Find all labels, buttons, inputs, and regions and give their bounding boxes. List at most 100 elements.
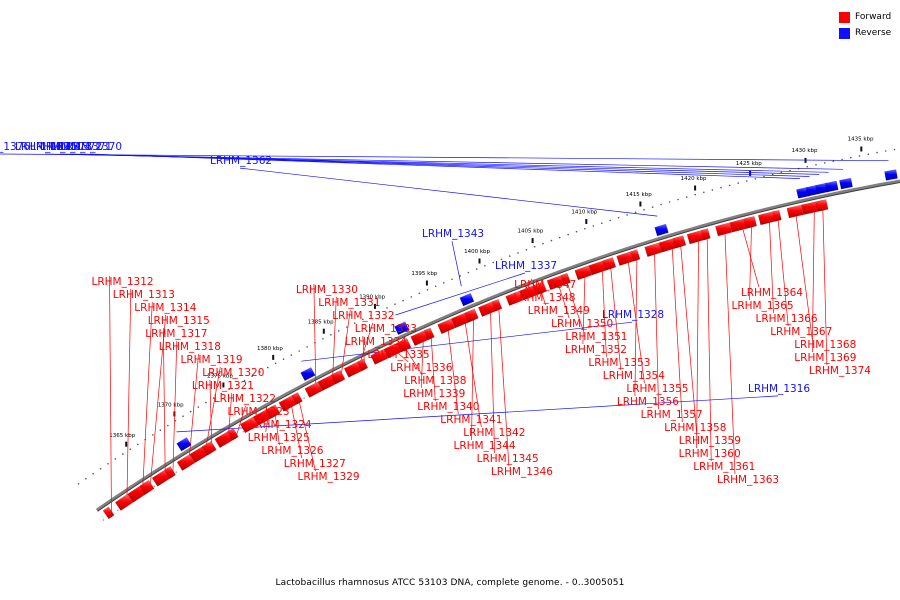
gene-label-forward: LRHM_1369 — [794, 352, 856, 364]
gene-label-reverse: LRHM_1343 — [422, 228, 484, 240]
forward-swatch — [839, 11, 850, 23]
scale-label: 1395 kbp — [411, 271, 437, 277]
gene-label-forward: LRHM_1338 — [404, 375, 466, 387]
gene-label-forward: LRHM_1336 — [390, 362, 452, 374]
forward-gene[interactable] — [700, 228, 711, 241]
forward-gene[interactable] — [330, 370, 346, 385]
forward-gene[interactable] — [164, 466, 176, 479]
forward-gene[interactable] — [397, 338, 412, 353]
scale-label: 1415 kbp — [626, 192, 652, 198]
gene-label-reverse: LRHM_1328 — [602, 309, 664, 321]
forward-gene[interactable] — [102, 506, 115, 520]
gene-label-forward: LRHM_1320 — [202, 367, 264, 379]
gene-label-forward: LRHM_1341 — [440, 414, 502, 426]
gene-label-reverse: LRHM_1372 — [40, 141, 102, 153]
gene-label-forward: LRHM_1357 — [641, 409, 703, 421]
forward-gene[interactable] — [505, 290, 524, 306]
forward-gene[interactable] — [715, 222, 733, 237]
forward-gene[interactable] — [464, 308, 479, 323]
forward-gene[interactable] — [602, 257, 617, 271]
scale-label: 1385 kbp — [308, 320, 334, 326]
forward-gene[interactable] — [672, 235, 687, 249]
forward-gene[interactable] — [491, 298, 503, 312]
gene-label-reverse: LRHM_1375 — [15, 141, 77, 153]
forward-gene[interactable] — [772, 209, 782, 222]
scale-label: 1400 kbp — [464, 249, 490, 255]
gene-label-forward: LRHM_1363 — [717, 474, 779, 486]
gene-label-forward: LRHM_1347 — [514, 279, 576, 291]
gene-label-forward: LRHM_1314 — [134, 302, 196, 314]
reverse-gene[interactable] — [839, 177, 853, 190]
forward-gene[interactable] — [815, 199, 829, 212]
forward-gene[interactable] — [370, 348, 389, 365]
forward-gene[interactable] — [644, 242, 662, 257]
gene-label-reverse: LRHM_1337 — [495, 260, 557, 272]
forward-gene[interactable] — [423, 327, 435, 341]
reverse-gene[interactable] — [459, 292, 475, 307]
forward-gene[interactable] — [630, 249, 641, 262]
gene-label-forward: LRHM_1315 — [148, 315, 210, 327]
gene-label-forward: LRHM_1339 — [403, 388, 465, 400]
gene-label-forward: LRHM_1313 — [113, 289, 175, 301]
gene-label-forward: LRHM_1312 — [92, 276, 154, 288]
gene-label-reverse: LRHM_1376 — [0, 141, 30, 153]
gene-label-forward: LRHM_1324 — [250, 419, 312, 431]
forward-gene[interactable] — [139, 479, 155, 495]
scale-label: 1430 kbp — [792, 148, 818, 154]
gene-label-forward: LRHM_1350 — [551, 318, 613, 330]
gene-label-forward: LRHM_1352 — [565, 344, 627, 356]
scale-label: 1425 kbp — [736, 161, 762, 167]
forward-gene[interactable] — [574, 265, 592, 281]
gene-label-reverse: LRHM_1371 — [50, 141, 112, 153]
gene-label-forward: LRHM_1355 — [626, 383, 688, 395]
gene-label-forward: LRHM_1365 — [732, 300, 794, 312]
scale-label: 1435 kbp — [848, 137, 874, 143]
gene-label-forward: LRHM_1344 — [454, 440, 516, 452]
forward-gene[interactable] — [357, 358, 369, 372]
gene-label-forward: LRHM_1351 — [565, 331, 627, 343]
gene-label-forward: LRHM_1356 — [617, 396, 679, 408]
forward-gene[interactable] — [304, 381, 323, 398]
forward-gene[interactable] — [743, 215, 757, 229]
reverse-gene[interactable] — [824, 180, 839, 193]
genome-backbone — [95, 179, 900, 512]
gene-label-forward: LRHM_1349 — [528, 305, 590, 317]
scale-ticks: 1365 kbp 1370 kbp 1375 kbp 1380 kbp 1385 kbp… — [109, 137, 874, 447]
gene-label-forward: LRHM_1319 — [181, 354, 243, 366]
forward-gene[interactable] — [437, 318, 456, 335]
reverse-gene[interactable] — [654, 223, 669, 237]
forward-gene[interactable] — [176, 454, 195, 471]
forward-gene[interactable] — [114, 493, 134, 511]
forward-gene[interactable] — [239, 416, 259, 434]
gene-label-forward: LRHM_1329 — [298, 471, 360, 483]
forward-gene[interactable] — [532, 281, 547, 296]
scale-label: 1405 kbp — [518, 229, 544, 235]
gene-label-forward: LRHM_1367 — [770, 326, 832, 338]
gene-label-forward: LRHM_1342 — [463, 427, 525, 439]
forward-gene[interactable] — [560, 272, 571, 286]
legend-label-forward: Forward — [855, 12, 892, 22]
legend-item-reverse: Reverse — [839, 25, 891, 41]
reverse-gene[interactable] — [300, 367, 316, 382]
gene-label-forward: LRHM_1327 — [284, 458, 346, 470]
gene-label-forward: LRHM_1360 — [679, 448, 741, 460]
reverse-gene[interactable] — [176, 437, 192, 452]
gene-label-forward: LRHM_1332 — [332, 310, 394, 322]
forward-gene[interactable] — [265, 404, 281, 419]
reverse-gene[interactable] — [394, 321, 410, 335]
gene-label-forward: LRHM_1366 — [756, 313, 818, 325]
gene-label-forward: LRHM_1321 — [192, 380, 254, 392]
gene-label-forward: LRHM_1331 — [318, 297, 380, 309]
legend-label-reverse: Reverse — [855, 28, 892, 38]
gene-label-forward: LRHM_1334 — [345, 336, 407, 348]
forward-gene[interactable] — [291, 392, 303, 405]
gene-label-forward: LRHM_1359 — [679, 435, 741, 447]
gene-label-forward: LRHM_1354 — [603, 370, 665, 382]
reverse-gene[interactable] — [884, 169, 898, 181]
forward-gene[interactable] — [786, 204, 804, 219]
forward-gene[interactable] — [201, 440, 217, 456]
forward-gene[interactable] — [227, 427, 239, 441]
gene-label-forward: LRHM_1364 — [741, 287, 803, 299]
gene-label-forward: LRHM_1353 — [588, 357, 650, 369]
